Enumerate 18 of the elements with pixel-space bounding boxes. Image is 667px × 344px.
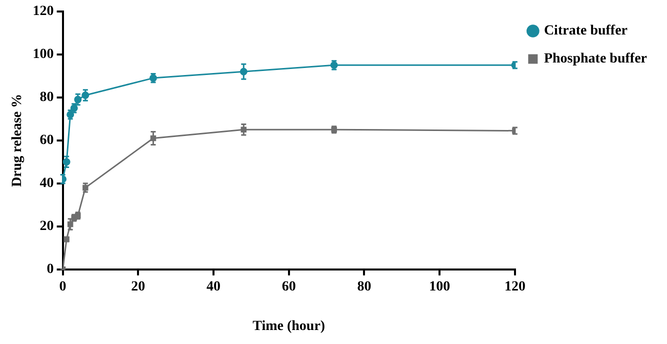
- y-tick-label: 80: [40, 90, 54, 106]
- x-tick-label: 20: [131, 279, 146, 294]
- x-tick-label: 40: [206, 279, 221, 294]
- x-tick-label: 80: [357, 279, 372, 294]
- y-axis-title: Drug release %: [10, 94, 26, 187]
- x-axis-title: Time (hour): [252, 319, 326, 334]
- x-tick-label: 120: [504, 279, 526, 294]
- y-tick-label: 20: [40, 219, 54, 234]
- y-tick-label: 40: [40, 176, 54, 192]
- y-tick-label: 60: [40, 133, 54, 148]
- y-tick-label: 0: [46, 262, 54, 278]
- legend-label: Citrate buffer: [544, 24, 628, 39]
- y-tick-label: 120: [32, 4, 54, 20]
- x-tick-label: 100: [429, 279, 450, 294]
- x-tick-label: 60: [282, 279, 296, 294]
- x-tick-label: 0: [59, 279, 66, 294]
- legend-label: Phosphate buffer: [544, 52, 648, 67]
- y-tick-label: 100: [32, 47, 54, 62]
